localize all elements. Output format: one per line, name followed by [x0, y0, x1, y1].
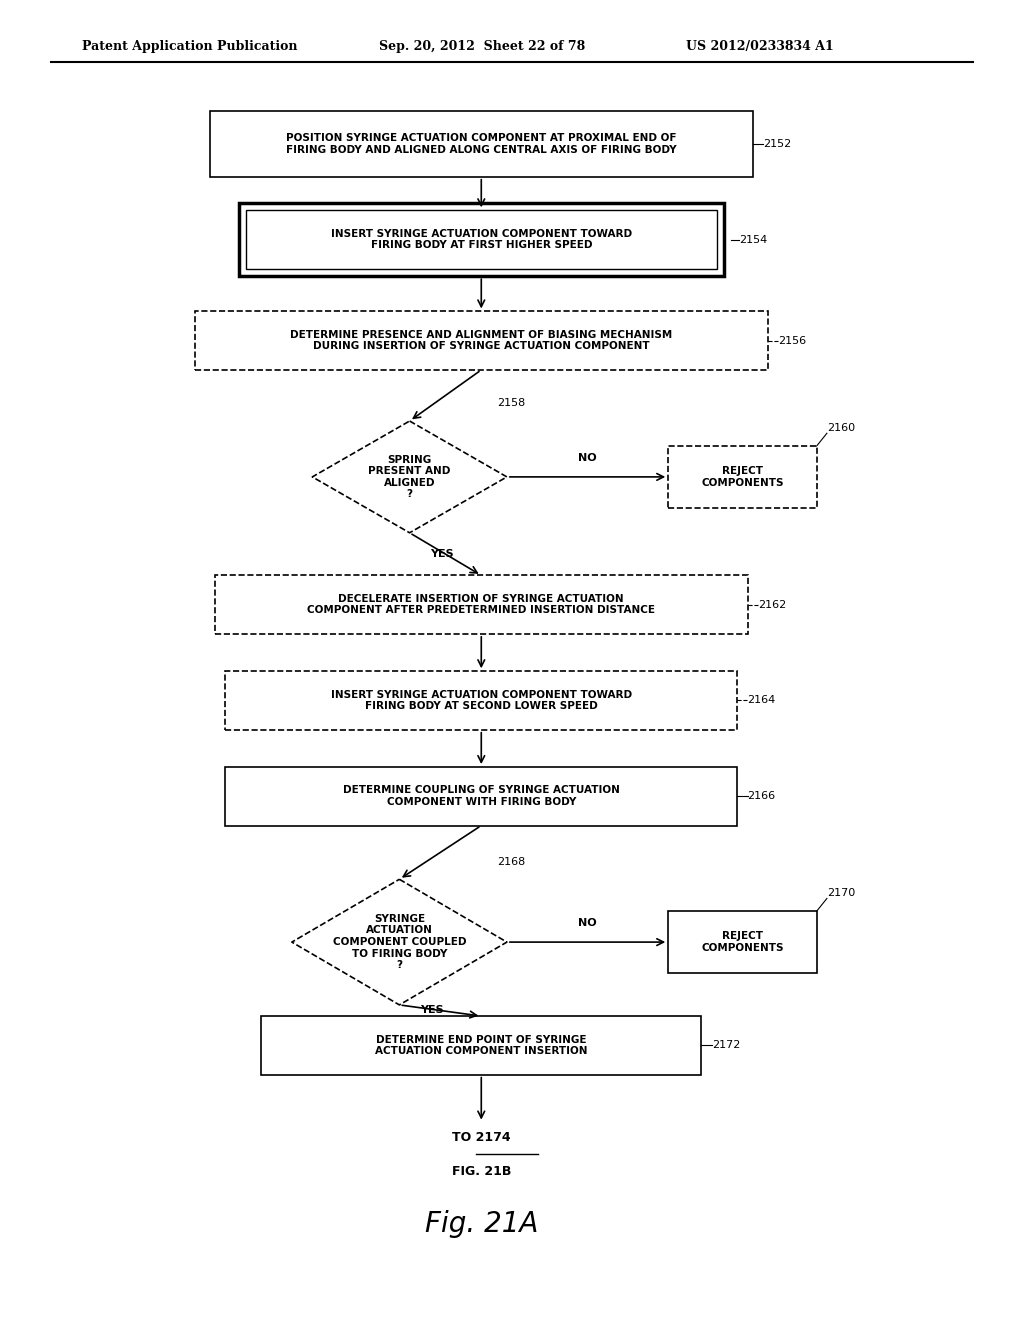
FancyBboxPatch shape: [225, 767, 737, 825]
Text: 2172: 2172: [712, 1040, 740, 1051]
FancyBboxPatch shape: [668, 446, 817, 508]
FancyBboxPatch shape: [261, 1016, 701, 1074]
FancyBboxPatch shape: [668, 911, 817, 973]
FancyBboxPatch shape: [195, 312, 768, 370]
Text: YES: YES: [420, 1006, 443, 1015]
Text: SPRING
PRESENT AND
ALIGNED
?: SPRING PRESENT AND ALIGNED ?: [369, 454, 451, 499]
Text: TO 2174: TO 2174: [452, 1131, 511, 1144]
Text: DECELERATE INSERTION OF SYRINGE ACTUATION
COMPONENT AFTER PREDETERMINED INSERTIO: DECELERATE INSERTION OF SYRINGE ACTUATIO…: [307, 594, 655, 615]
Text: 2156: 2156: [778, 335, 806, 346]
Text: SYRINGE
ACTUATION
COMPONENT COUPLED
TO FIRING BODY
?: SYRINGE ACTUATION COMPONENT COUPLED TO F…: [333, 913, 466, 970]
Text: 2162: 2162: [758, 599, 786, 610]
Text: 2152: 2152: [763, 139, 792, 149]
Text: US 2012/0233834 A1: US 2012/0233834 A1: [686, 40, 834, 53]
Text: 2154: 2154: [739, 235, 768, 244]
Text: DETERMINE COUPLING OF SYRINGE ACTUATION
COMPONENT WITH FIRING BODY: DETERMINE COUPLING OF SYRINGE ACTUATION …: [343, 785, 620, 807]
Text: DETERMINE PRESENCE AND ALIGNMENT OF BIASING MECHANISM
DURING INSERTION OF SYRING: DETERMINE PRESENCE AND ALIGNMENT OF BIAS…: [290, 330, 673, 351]
Text: REJECT
COMPONENTS: REJECT COMPONENTS: [701, 932, 783, 953]
FancyBboxPatch shape: [210, 111, 753, 177]
Text: 2164: 2164: [748, 696, 776, 705]
FancyBboxPatch shape: [215, 576, 748, 634]
FancyBboxPatch shape: [225, 671, 737, 730]
Text: NO: NO: [579, 919, 597, 928]
Text: REJECT
COMPONENTS: REJECT COMPONENTS: [701, 466, 783, 487]
Text: NO: NO: [579, 453, 597, 463]
Text: INSERT SYRINGE ACTUATION COMPONENT TOWARD
FIRING BODY AT FIRST HIGHER SPEED: INSERT SYRINGE ACTUATION COMPONENT TOWAR…: [331, 228, 632, 251]
Text: DETERMINE END POINT OF SYRINGE
ACTUATION COMPONENT INSERTION: DETERMINE END POINT OF SYRINGE ACTUATION…: [375, 1035, 588, 1056]
Text: 2166: 2166: [748, 791, 775, 801]
Text: 2160: 2160: [827, 424, 855, 433]
FancyBboxPatch shape: [239, 203, 724, 276]
Text: 2158: 2158: [497, 399, 525, 408]
Text: FIG. 21B: FIG. 21B: [452, 1166, 511, 1179]
Text: 2168: 2168: [497, 857, 525, 866]
Text: INSERT SYRINGE ACTUATION COMPONENT TOWARD
FIRING BODY AT SECOND LOWER SPEED: INSERT SYRINGE ACTUATION COMPONENT TOWAR…: [331, 689, 632, 711]
FancyBboxPatch shape: [246, 210, 717, 269]
Text: Patent Application Publication: Patent Application Publication: [82, 40, 297, 53]
Text: POSITION SYRINGE ACTUATION COMPONENT AT PROXIMAL END OF
FIRING BODY AND ALIGNED : POSITION SYRINGE ACTUATION COMPONENT AT …: [286, 133, 677, 154]
Text: Fig. 21A: Fig. 21A: [425, 1210, 538, 1238]
Text: 2170: 2170: [827, 888, 855, 899]
Text: YES: YES: [430, 549, 454, 560]
Text: Sep. 20, 2012  Sheet 22 of 78: Sep. 20, 2012 Sheet 22 of 78: [379, 40, 585, 53]
